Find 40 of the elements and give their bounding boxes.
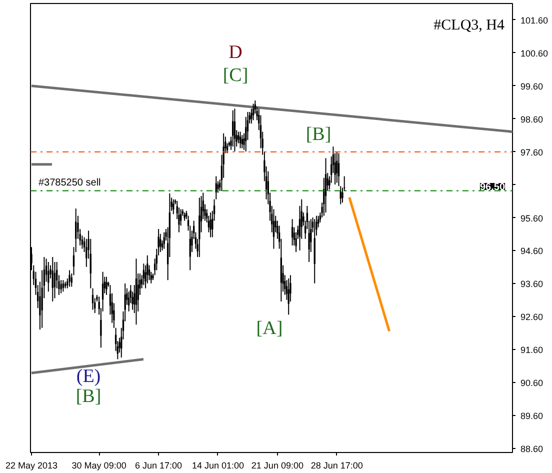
x-tick-label: 14 Jun 01:00 (192, 460, 244, 470)
y-tick-label: 97.60 (520, 147, 544, 158)
y-tick-label: 89.60 (520, 411, 544, 422)
y-tick-label: 94.60 (520, 246, 544, 256)
y-tick-label: 101.60 (520, 15, 548, 26)
candlestick (68, 270, 70, 288)
candlestick (252, 103, 254, 121)
y-tick-label: 100.60 (520, 48, 548, 58)
text: #CLQ3, H4 (434, 18, 505, 34)
candlestick (106, 276, 108, 296)
y-tick-label: 93.60 (520, 279, 544, 290)
y-tick-label: 91.60 (520, 345, 544, 356)
x-tick-label: 22 May 2013 (5, 460, 58, 470)
y-tick-label: 99.60 (520, 81, 544, 92)
candlestick (238, 131, 240, 144)
annotation: (E) (76, 366, 101, 387)
candlestick (198, 197, 200, 258)
annotation: [B] (306, 124, 332, 145)
candlestick (239, 131, 242, 149)
x-tick-label: 6 Jun 17:00 (135, 460, 182, 470)
ref-line-label: #3785250 sell (38, 178, 101, 189)
y-tick-label: 92.60 (520, 312, 544, 322)
annotation: [C] (222, 65, 248, 86)
annotation: [B] (76, 386, 102, 407)
candlestick (163, 232, 165, 250)
y-tick-label: 98.60 (520, 114, 544, 124)
x-tick-label: 21 Jun 09:00 (251, 460, 304, 470)
candlestick (336, 151, 338, 184)
y-tick-label: 88.60 (520, 444, 544, 454)
x-tick-label: 30 May 09:00 (72, 460, 126, 470)
candlestick (241, 134, 243, 149)
annotation: [A] (256, 318, 283, 339)
x-tick-label: 28 Jun 17:00 (310, 460, 363, 470)
annotation: D (228, 42, 242, 63)
candlestick (210, 212, 212, 238)
candlestick (272, 208, 275, 250)
candlestick (160, 233, 162, 253)
y-tick-label: 90.60 (520, 378, 544, 388)
y-tick-label: 95.60 (520, 213, 544, 224)
candlestick (172, 198, 174, 215)
